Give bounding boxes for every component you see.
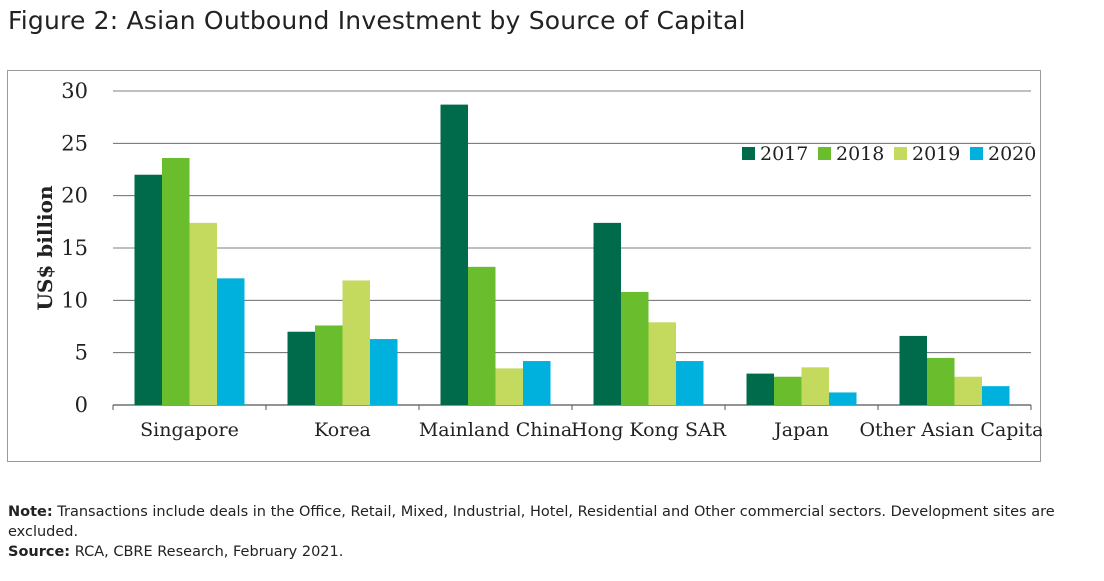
bar-chart: 0 5 10 15 20 25 30 US$ billion Singapore Korea Mai… [33, 79, 1042, 441]
bar-2019-5 [954, 376, 982, 405]
bar-2017-3 [593, 222, 621, 405]
bar-2019-0 [189, 222, 217, 405]
y-tick-label: 20 [61, 184, 88, 208]
x-category-label: Korea [314, 419, 371, 441]
bar-2020-2 [523, 361, 551, 405]
y-tick-label: 0 [75, 393, 88, 417]
x-category-label: Singapore [140, 419, 239, 441]
bar-2020-5 [982, 386, 1010, 405]
bar-2017-2 [440, 104, 468, 406]
y-tick-label: 30 [61, 79, 88, 103]
bar-2018-3 [621, 291, 649, 405]
source-line: Source: RCA, CBRE Research, February 202… [8, 542, 1088, 562]
bar-2019-1 [342, 280, 370, 405]
bar-2020-3 [676, 361, 704, 405]
legend-swatch-2020 [970, 147, 983, 160]
bar-2018-2 [468, 266, 496, 405]
notes: Note: Transactions include deals in the … [8, 502, 1088, 562]
y-tick-label: 15 [61, 236, 88, 260]
bar-2017-1 [287, 331, 315, 405]
bar-2018-4 [774, 376, 802, 405]
legend-swatch-2017 [742, 147, 755, 160]
legend-swatch-2019 [894, 147, 907, 160]
x-category-label: Hong Kong SAR [571, 419, 727, 441]
y-tick-label: 25 [61, 131, 88, 155]
note-line: Note: Transactions include deals in the … [8, 502, 1088, 542]
source-label: Source: [8, 544, 71, 560]
legend-swatch-2018 [818, 147, 831, 160]
note-label: Note: [8, 504, 53, 520]
bar-2019-4 [801, 367, 829, 405]
legend-label-2020: 2020 [988, 143, 1036, 165]
legend-label-2018: 2018 [836, 143, 884, 165]
bar-2019-3 [648, 322, 676, 405]
x-category-label: Mainland China [419, 419, 572, 441]
bar-2017-0 [134, 174, 162, 405]
chart-frame: 0 5 10 15 20 25 30 US$ billion Singapore Korea Mai… [7, 70, 1042, 462]
bar-2017-4 [746, 373, 774, 405]
y-tick-label: 10 [61, 288, 88, 312]
bar-2020-1 [370, 339, 398, 405]
y-axis-title: US$ billion [33, 185, 57, 310]
legend-label-2017: 2017 [760, 143, 808, 165]
y-tick-label: 5 [75, 341, 88, 365]
bar-2020-4 [829, 392, 857, 405]
bar-2017-5 [899, 335, 927, 405]
x-category-label: Japan [772, 419, 829, 441]
bar-2018-0 [162, 157, 190, 405]
note-text: Transactions include deals in the Office… [8, 504, 1055, 540]
legend-label-2019: 2019 [912, 143, 960, 165]
bar-2018-1 [315, 325, 343, 405]
bar-2019-2 [495, 368, 523, 405]
figure-title: Figure 2: Asian Outbound Investment by S… [8, 6, 746, 35]
bar-2020-0 [217, 278, 245, 405]
bar-2018-5 [927, 357, 955, 405]
source-text: RCA, CBRE Research, February 2021. [74, 544, 344, 560]
x-category-label: Other Asian Capital [859, 419, 1042, 441]
